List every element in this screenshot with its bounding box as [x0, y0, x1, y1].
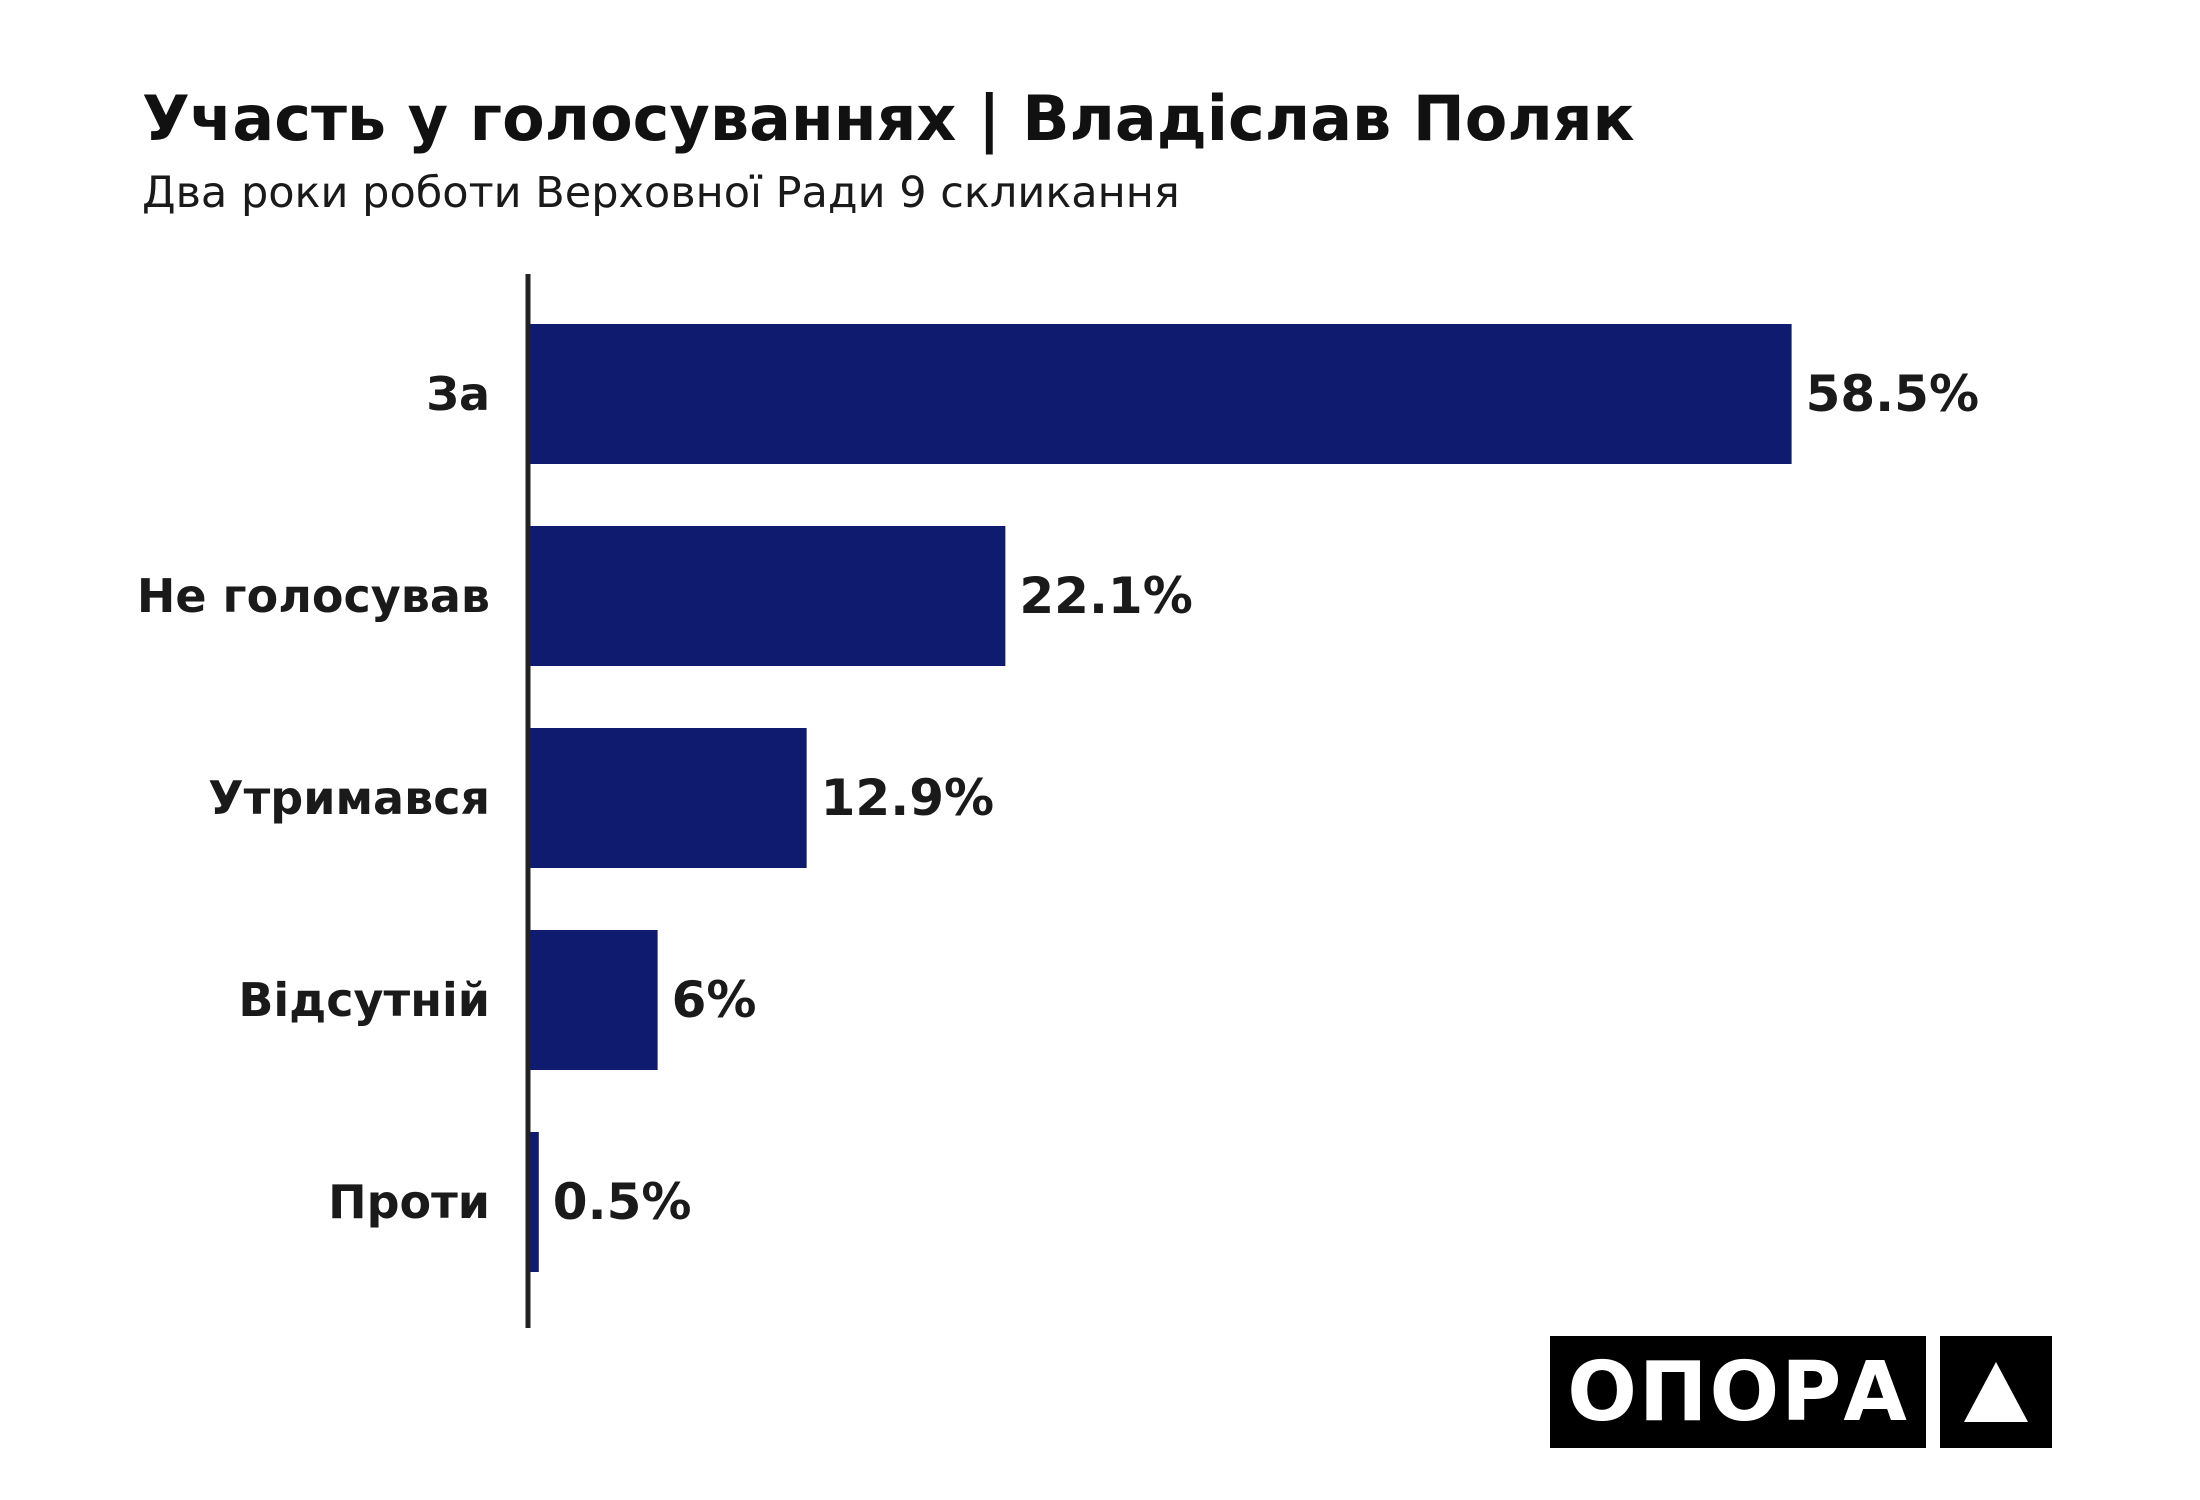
- chart-subtitle: Два роки роботи Верховної Ради 9 скликан…: [142, 168, 1180, 218]
- value-label: 6%: [672, 971, 757, 1029]
- opora-logo: ОПОРА: [1550, 1336, 2052, 1448]
- chart-title: Участь у голосуваннях | Владіслав Поляк: [142, 82, 1635, 155]
- value-label: 12.9%: [821, 769, 994, 827]
- value-label: 58.5%: [1806, 365, 1979, 423]
- value-label: 0.5%: [553, 1173, 692, 1231]
- bar-1: [528, 526, 1006, 666]
- category-label: Утримався: [208, 771, 490, 825]
- bar-3: [528, 930, 658, 1070]
- value-label: 22.1%: [1019, 567, 1192, 625]
- bars-layer: [528, 324, 1792, 1272]
- category-label: Проти: [328, 1175, 490, 1229]
- bar-0: [528, 324, 1792, 464]
- bar-2: [528, 728, 807, 868]
- category-label: Відсутній: [238, 973, 490, 1027]
- category-label: За: [426, 367, 490, 421]
- logo-wordmark: ОПОРА: [1550, 1336, 1926, 1448]
- bar-4: [528, 1132, 539, 1272]
- labels-layer: За 58.5% Не голосував 22.1% Утримався 12.9% Ві…: [137, 365, 1979, 1231]
- triangle-up-icon: [1940, 1336, 2052, 1448]
- category-label: Не голосував: [137, 569, 490, 623]
